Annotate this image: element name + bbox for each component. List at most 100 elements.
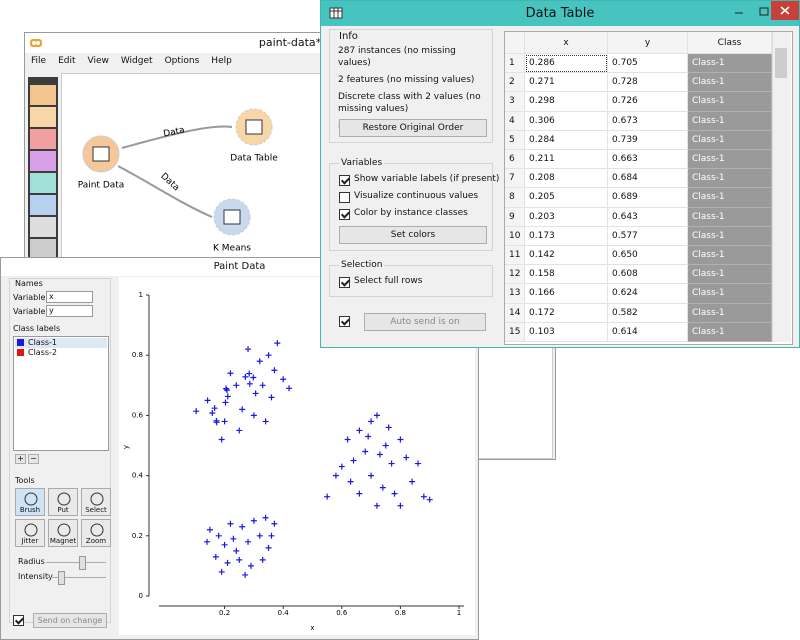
table-cell[interactable]: 0.663 [608, 150, 688, 170]
table-cell[interactable]: Class-1 [688, 207, 772, 227]
table-cell[interactable]: 0.614 [608, 322, 688, 342]
table-cell[interactable]: Class-1 [688, 322, 772, 342]
table-cell[interactable]: 0.271 [525, 73, 608, 93]
table-cell[interactable]: 0.673 [608, 111, 688, 131]
tool-button[interactable]: Put [48, 488, 78, 516]
row-header: 1 [505, 54, 525, 74]
text-input[interactable]: y [46, 305, 93, 317]
group-label: Info [339, 31, 358, 42]
tool-button[interactable]: Brush [15, 488, 45, 516]
tool-button[interactable]: Select [81, 488, 111, 516]
checkbox[interactable] [339, 209, 350, 220]
table-cell[interactable]: 0.608 [608, 265, 688, 285]
table-cell[interactable]: Class-1 [688, 303, 772, 323]
tool-category[interactable] [30, 107, 56, 127]
table-cell[interactable]: 0.284 [525, 130, 608, 150]
table-cell[interactable]: 0.689 [608, 188, 688, 208]
class-item[interactable]: Class-2 [15, 348, 107, 358]
point [362, 448, 369, 455]
table-cell[interactable]: 0.726 [608, 92, 688, 112]
tool-category[interactable] [30, 151, 56, 171]
table-cell[interactable]: 0.158 [525, 265, 608, 285]
point [356, 427, 363, 434]
set-colors-button[interactable]: Set colors [339, 226, 487, 244]
slider-handle[interactable] [79, 556, 86, 570]
tool-category[interactable] [30, 239, 56, 259]
table-cell[interactable]: 0.208 [525, 169, 608, 189]
tool-category[interactable] [30, 195, 56, 215]
field-label: Variable Y [13, 307, 53, 316]
table-cell[interactable]: Class-1 [688, 92, 772, 112]
tool-button[interactable]: Jitter [15, 519, 45, 547]
table-cell[interactable]: 0.203 [525, 207, 608, 227]
row-header: 11 [505, 246, 525, 266]
window-controls[interactable] [713, 1, 800, 23]
table-cell[interactable]: 0.166 [525, 284, 608, 304]
table-cell[interactable]: Class-1 [688, 130, 772, 150]
table-cell[interactable]: 0.650 [608, 246, 688, 266]
table-cell[interactable]: 0.298 [525, 92, 608, 112]
table-cell[interactable]: Class-1 [688, 169, 772, 189]
tool-category[interactable] [30, 173, 56, 193]
table-cell[interactable]: 0.684 [608, 169, 688, 189]
table-cell[interactable]: Class-1 [688, 111, 772, 131]
scroll-thumb[interactable] [775, 48, 787, 78]
tool-icon [57, 492, 71, 506]
table-cell[interactable]: 0.705 [608, 54, 688, 74]
text-input[interactable]: x [46, 291, 93, 303]
checkbox[interactable] [339, 192, 350, 203]
table-cell[interactable]: Class-1 [688, 226, 772, 246]
class-item[interactable]: Class-1 [15, 338, 107, 348]
table-cell[interactable]: 0.582 [608, 303, 688, 323]
table-cell[interactable]: 0.211 [525, 150, 608, 170]
class-list: Class-1 Class-2 [13, 336, 109, 451]
tool-category[interactable] [30, 217, 56, 237]
table-cell[interactable]: 0.205 [525, 188, 608, 208]
menu-item[interactable]: Widget [120, 56, 153, 66]
point [259, 382, 266, 389]
menu-item[interactable]: Options [164, 56, 200, 66]
table-cell[interactable]: 0.306 [525, 111, 608, 131]
row-header: 13 [505, 284, 525, 304]
table-cell[interactable]: 0.173 [525, 226, 608, 246]
table-cell[interactable]: Class-1 [688, 73, 772, 93]
slider-handle[interactable] [58, 571, 65, 585]
tool-category[interactable] [30, 85, 56, 105]
checkbox[interactable] [339, 175, 350, 186]
row-header: 5 [505, 130, 525, 150]
table-cell[interactable]: Class-1 [688, 284, 772, 304]
menu-item[interactable]: File [31, 56, 47, 66]
table-cell[interactable]: 0.739 [608, 130, 688, 150]
table-cell[interactable]: Class-1 [688, 150, 772, 170]
checkbox[interactable] [13, 615, 24, 626]
checkbox[interactable] [339, 316, 350, 327]
menu-item[interactable]: Help [211, 56, 232, 66]
y-tick-label: 0.8 [132, 351, 143, 359]
table-cell[interactable]: 0.103 [525, 322, 608, 342]
tool-category[interactable] [30, 129, 56, 149]
table-cell[interactable]: 0.624 [608, 284, 688, 304]
table-cell[interactable]: 0.142 [525, 246, 608, 266]
tool-button[interactable]: Magnet [48, 519, 78, 547]
table-cell[interactable]: Class-1 [688, 54, 772, 74]
row-header: 10 [505, 226, 525, 246]
send-button[interactable]: Send on change [33, 613, 107, 628]
table-cell[interactable]: 0.728 [608, 73, 688, 93]
tool-button[interactable]: Zoom [81, 519, 111, 547]
scrollbar[interactable] [772, 32, 791, 342]
restore-button[interactable]: Restore Original Order [339, 119, 487, 137]
table-cell[interactable]: 0.172 [525, 303, 608, 323]
table-cell[interactable]: Class-1 [688, 265, 772, 285]
table-cell[interactable]: Class-1 [688, 188, 772, 208]
table-cell[interactable]: 0.286 [525, 54, 608, 74]
auto-send-button[interactable]: Auto send is on [364, 313, 486, 331]
table-cell[interactable]: 0.577 [608, 226, 688, 246]
table-cell[interactable]: Class-1 [688, 246, 772, 266]
remove-button[interactable]: − [28, 454, 39, 464]
checkbox[interactable] [339, 277, 350, 288]
menu-item[interactable]: Edit [58, 56, 76, 66]
menu-item[interactable]: View [87, 56, 109, 66]
add-button[interactable]: + [15, 454, 26, 464]
table-cell[interactable]: 0.643 [608, 207, 688, 227]
point [250, 517, 257, 524]
